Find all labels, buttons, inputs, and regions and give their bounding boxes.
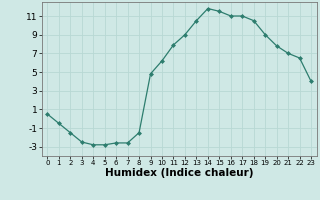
X-axis label: Humidex (Indice chaleur): Humidex (Indice chaleur) bbox=[105, 168, 253, 178]
